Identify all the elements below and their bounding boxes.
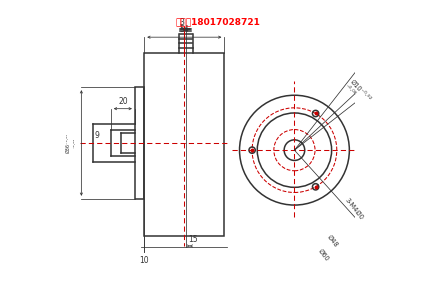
Text: Ø36⁻⁰·⁰¹
⁻⁰·⁰⁴: Ø36⁻⁰·⁰¹ ⁻⁰·⁰⁴	[66, 133, 77, 153]
Text: 手机：18017028721: 手机：18017028721	[176, 17, 261, 26]
Text: 15: 15	[188, 235, 198, 244]
Text: Ø48: Ø48	[327, 234, 340, 249]
Text: Ø10⁻⁰·⁰²
⁻⁰·⁰⁸: Ø10⁻⁰·⁰² ⁻⁰·⁰⁸	[343, 79, 372, 108]
Text: 20: 20	[118, 97, 128, 106]
Text: 9: 9	[94, 131, 99, 140]
Text: Ø60: Ø60	[317, 248, 330, 263]
Bar	[144, 53, 224, 236]
Text: 3-M4Ø0: 3-M4Ø0	[344, 197, 365, 221]
Bar	[135, 87, 144, 199]
Text: 10: 10	[140, 256, 149, 265]
Text: 3: 3	[180, 18, 184, 27]
Text: 54: 54	[179, 25, 189, 34]
